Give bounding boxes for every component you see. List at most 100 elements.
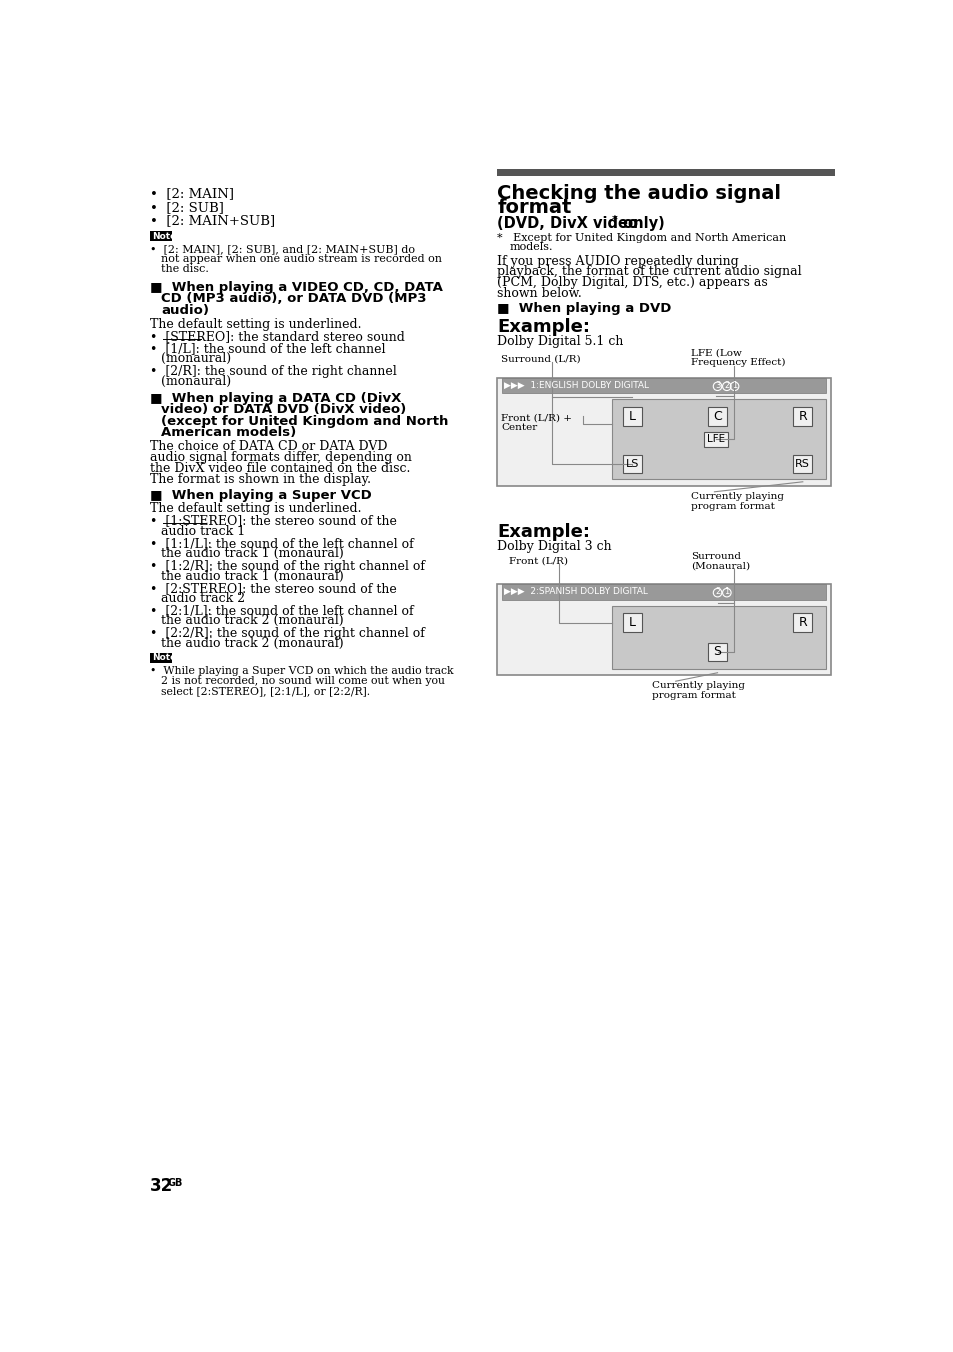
Text: ■  When playing a DVD: ■ When playing a DVD — [497, 303, 671, 315]
Bar — [793, 614, 811, 631]
Text: ▶▶▶  1:ENGLISH DOLBY DIGITAL: ▶▶▶ 1:ENGLISH DOLBY DIGITAL — [503, 381, 648, 389]
Bar — [501, 584, 825, 599]
Text: audio): audio) — [161, 304, 209, 316]
Bar — [793, 454, 811, 473]
Bar — [612, 399, 825, 480]
Text: *   Except for United Kingdom and North American: * Except for United Kingdom and North Am… — [497, 233, 786, 243]
Text: program format: program format — [691, 502, 774, 511]
Text: (Monaural): (Monaural) — [691, 561, 750, 571]
Bar — [622, 407, 641, 426]
Text: If you press AUDIO repeatedly during: If you press AUDIO repeatedly during — [497, 254, 739, 268]
Bar — [622, 614, 641, 631]
Text: GB: GB — [167, 1178, 182, 1188]
Text: Currently playing: Currently playing — [652, 681, 744, 691]
Text: •  [1:STEREO]: the stereo sound of the: • [1:STEREO]: the stereo sound of the — [150, 514, 396, 527]
Text: the disc.: the disc. — [161, 264, 209, 274]
Bar — [150, 653, 172, 662]
Text: shown below.: shown below. — [497, 287, 581, 300]
Text: select [2:STEREO], [2:1/L], or [2:2/R].: select [2:STEREO], [2:1/L], or [2:2/R]. — [161, 685, 370, 696]
Text: •  [2:2/R]: the sound of the right channel of: • [2:2/R]: the sound of the right channe… — [150, 626, 425, 639]
Bar — [622, 454, 641, 473]
Bar — [612, 606, 825, 669]
Text: format: format — [497, 197, 571, 216]
Text: (monaural): (monaural) — [161, 353, 231, 365]
Text: •  [2/R]: the sound of the right channel: • [2/R]: the sound of the right channel — [150, 365, 396, 377]
Text: video) or DATA DVD (DivX video): video) or DATA DVD (DivX video) — [161, 403, 406, 416]
Text: The choice of DATA CD or DATA DVD: The choice of DATA CD or DATA DVD — [150, 441, 387, 453]
Text: LFE: LFE — [706, 434, 724, 445]
Text: •  [2:1/L]: the sound of the left channel of: • [2:1/L]: the sound of the left channel… — [150, 604, 414, 618]
Text: the audio track 1 (monaural): the audio track 1 (monaural) — [161, 548, 343, 560]
Bar — [497, 377, 830, 485]
Text: Front (L/R) +: Front (L/R) + — [500, 414, 572, 422]
Text: Checking the audio signal: Checking the audio signal — [497, 184, 781, 203]
Text: •  [2: MAIN]: • [2: MAIN] — [150, 187, 234, 200]
Text: Currently playing: Currently playing — [691, 492, 783, 500]
Bar — [150, 231, 172, 241]
Text: American models): American models) — [161, 426, 296, 439]
Text: Front (L/R): Front (L/R) — [509, 557, 567, 565]
Text: the audio track 2 (monaural): the audio track 2 (monaural) — [161, 614, 343, 627]
Text: only): only) — [617, 216, 663, 231]
Bar — [793, 407, 811, 426]
Text: The default setting is underlined.: The default setting is underlined. — [150, 318, 361, 331]
Text: S: S — [713, 645, 720, 658]
Text: 1: 1 — [723, 587, 729, 596]
Text: Dolby Digital 3 ch: Dolby Digital 3 ch — [497, 539, 612, 553]
Text: •  [STEREO]: the standard stereo sound: • [STEREO]: the standard stereo sound — [150, 330, 405, 343]
Text: 1: 1 — [731, 381, 737, 389]
Text: *: * — [612, 215, 618, 226]
Bar — [497, 584, 830, 675]
Text: the audio track 1 (monaural): the audio track 1 (monaural) — [161, 569, 343, 583]
Text: Example:: Example: — [497, 318, 590, 335]
Text: (except for United Kingdom and North: (except for United Kingdom and North — [161, 415, 448, 427]
Text: not appear when one audio stream is recorded on: not appear when one audio stream is reco… — [161, 254, 441, 264]
Text: 2: 2 — [723, 381, 729, 389]
Text: audio track 2: audio track 2 — [161, 592, 245, 604]
Text: 2 is not recorded, no sound will come out when you: 2 is not recorded, no sound will come ou… — [161, 676, 445, 685]
Text: •  [2: MAIN+SUB]: • [2: MAIN+SUB] — [150, 215, 275, 227]
Bar — [707, 407, 726, 426]
Text: C: C — [713, 410, 721, 423]
Text: Surround (L/R): Surround (L/R) — [500, 354, 580, 364]
Text: •  [2:STEREO]: the stereo sound of the: • [2:STEREO]: the stereo sound of the — [150, 581, 396, 595]
Text: •  [1:1/L]: the sound of the left channel of: • [1:1/L]: the sound of the left channel… — [150, 537, 414, 550]
Text: LFE (Low: LFE (Low — [691, 349, 741, 357]
Text: •  [2: MAIN], [2: SUB], and [2: MAIN+SUB] do: • [2: MAIN], [2: SUB], and [2: MAIN+SUB]… — [150, 243, 415, 254]
Text: The format is shown in the display.: The format is shown in the display. — [150, 473, 371, 485]
Text: Note: Note — [152, 231, 176, 241]
Text: playback, the format of the current audio signal: playback, the format of the current audi… — [497, 265, 801, 279]
Text: CD (MP3 audio), or DATA DVD (MP3: CD (MP3 audio), or DATA DVD (MP3 — [161, 292, 426, 306]
Text: Dolby Digital 5.1 ch: Dolby Digital 5.1 ch — [497, 335, 623, 347]
Text: •  While playing a Super VCD on which the audio track: • While playing a Super VCD on which the… — [150, 665, 454, 676]
Text: Center: Center — [500, 423, 537, 431]
Text: L: L — [628, 617, 635, 629]
Text: Example:: Example: — [497, 523, 590, 541]
Text: •  [2: SUB]: • [2: SUB] — [150, 200, 224, 214]
Text: 2: 2 — [714, 587, 720, 596]
Text: (DVD, DivX video: (DVD, DivX video — [497, 216, 638, 231]
Text: •  [1/L]: the sound of the left channel: • [1/L]: the sound of the left channel — [150, 342, 385, 356]
Text: models.: models. — [509, 242, 553, 253]
Text: (monaural): (monaural) — [161, 375, 231, 388]
Text: L: L — [628, 410, 635, 423]
Text: RS: RS — [795, 460, 809, 469]
Text: (PCM, Dolby Digital, DTS, etc.) appears as: (PCM, Dolby Digital, DTS, etc.) appears … — [497, 276, 767, 289]
Text: •  [1:2/R]: the sound of the right channel of: • [1:2/R]: the sound of the right channe… — [150, 560, 425, 572]
Bar — [501, 377, 825, 393]
Text: Frequency Effect): Frequency Effect) — [691, 358, 785, 366]
Text: LS: LS — [625, 460, 639, 469]
Text: Note: Note — [152, 653, 176, 662]
Text: program format: program format — [652, 691, 736, 700]
Text: Surround: Surround — [691, 552, 740, 561]
Text: the audio track 2 (monaural): the audio track 2 (monaural) — [161, 637, 343, 649]
Text: The default setting is underlined.: The default setting is underlined. — [150, 502, 361, 515]
Text: audio track 1: audio track 1 — [161, 525, 245, 538]
Text: ■  When playing a Super VCD: ■ When playing a Super VCD — [150, 489, 372, 503]
Text: ■  When playing a VIDEO CD, CD, DATA: ■ When playing a VIDEO CD, CD, DATA — [150, 281, 442, 293]
Text: R: R — [798, 410, 806, 423]
Text: 32: 32 — [150, 1178, 173, 1195]
Bar — [497, 169, 834, 176]
Text: ■  When playing a DATA CD (DivX: ■ When playing a DATA CD (DivX — [150, 392, 401, 404]
Bar — [703, 431, 728, 448]
